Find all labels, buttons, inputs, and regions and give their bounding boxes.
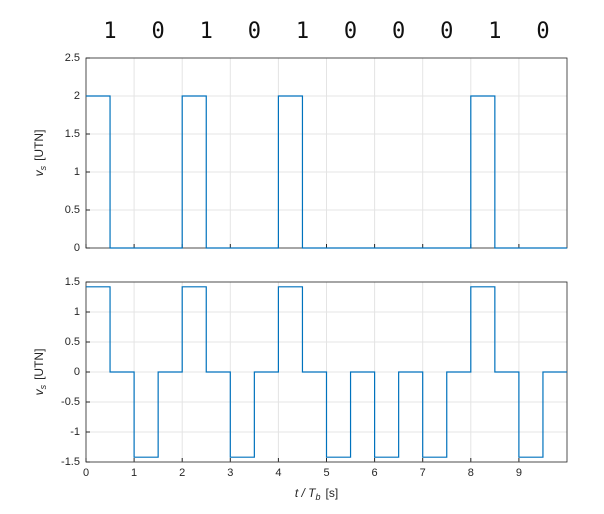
bit-label: 0 bbox=[392, 19, 405, 44]
signal-line bbox=[86, 286, 567, 458]
x-tick-label: 0 bbox=[83, 467, 89, 479]
x-tick-label: 9 bbox=[516, 467, 522, 479]
y-tick-label: 1.5 bbox=[65, 276, 80, 288]
bit-label: 0 bbox=[344, 19, 357, 44]
x-tick-label: 6 bbox=[372, 467, 378, 479]
x-tick-label: 7 bbox=[420, 467, 426, 479]
bit-label: 0 bbox=[152, 19, 165, 44]
bit-label: 1 bbox=[200, 19, 213, 44]
bit-label: 1 bbox=[103, 19, 116, 44]
x-tick-label: 4 bbox=[275, 467, 281, 479]
x-tick-label: 3 bbox=[227, 467, 233, 479]
bit-label: 1 bbox=[296, 19, 309, 44]
y-tick-label: 1.5 bbox=[65, 128, 80, 140]
y-tick-label: 2 bbox=[74, 90, 80, 102]
y-tick-label: 0.5 bbox=[65, 336, 80, 348]
x-tick-label: 8 bbox=[468, 467, 474, 479]
signal-line bbox=[86, 95, 567, 249]
label-symbol: v bbox=[32, 169, 46, 176]
label-symbol: v bbox=[32, 388, 46, 395]
label-subscript: s bbox=[38, 165, 48, 170]
bit-label: 0 bbox=[440, 19, 453, 44]
y-tick-label: 2.5 bbox=[65, 52, 80, 64]
label-subscript: s bbox=[38, 384, 48, 389]
y-tick-label: -1.5 bbox=[61, 456, 80, 468]
x-tick-label: 2 bbox=[179, 467, 185, 479]
label-unit: [UTN] bbox=[32, 349, 46, 380]
bit-label: 0 bbox=[536, 19, 549, 44]
axis-label: t / Tb [s] bbox=[295, 486, 338, 502]
label-unit: [UTN] bbox=[32, 130, 46, 161]
x-tick-label: 1 bbox=[131, 467, 137, 479]
axis-label: vs [UTN] bbox=[32, 130, 48, 177]
y-tick-label: -1 bbox=[70, 426, 80, 438]
y-tick-label: 1 bbox=[74, 306, 80, 318]
label-subscript: b bbox=[315, 492, 320, 502]
label-unit: [s] bbox=[326, 486, 339, 500]
y-tick-label: 1 bbox=[74, 166, 80, 178]
bit-label: 1 bbox=[488, 19, 501, 44]
y-tick-label: 0 bbox=[74, 242, 80, 254]
axis-label: vs [UTN] bbox=[32, 349, 48, 396]
y-tick-label: -0.5 bbox=[61, 396, 80, 408]
y-tick-label: 0.5 bbox=[65, 204, 80, 216]
x-tick-label: 5 bbox=[323, 467, 329, 479]
label-symbol: t / T bbox=[295, 486, 317, 500]
y-tick-label: 0 bbox=[74, 366, 80, 378]
bit-label: 0 bbox=[248, 19, 261, 44]
